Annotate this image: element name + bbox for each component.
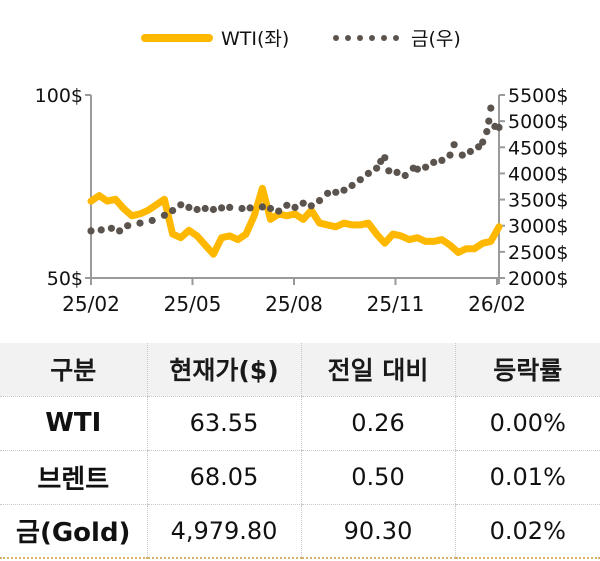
gold-series-dot <box>450 141 458 149</box>
gold-series-dot <box>381 154 389 162</box>
table-row-wti: WTI 63.55 0.26 0.00% <box>0 396 600 451</box>
right-axis-label: 2500$ <box>508 242 568 264</box>
gold-series-dot <box>275 207 283 215</box>
legend-label-wti: WTI(좌) <box>221 28 290 50</box>
gold-series-dot <box>479 138 487 146</box>
gold-series-dot <box>148 216 156 225</box>
gold-series-dot <box>430 158 438 166</box>
gold-series-dot <box>385 167 393 175</box>
table-row-brent: 브렌트 68.05 0.50 0.01% <box>0 450 600 505</box>
gold-series-dot <box>193 205 201 214</box>
legend-item-wti: WTI(좌) <box>141 24 289 51</box>
gold-series-dot <box>401 171 409 180</box>
gold-series-dot <box>487 104 495 112</box>
header-category: 구분 <box>0 343 147 397</box>
cell-price: 68.05 <box>146 450 301 505</box>
gold-series-dot <box>299 199 307 207</box>
header-change: 전일 대비 <box>300 343 455 397</box>
gold-series-dot <box>393 168 401 176</box>
cell-price: 4,979.80 <box>146 504 301 559</box>
right-axis-label: 3500$ <box>508 190 568 212</box>
gold-series-dot <box>340 186 348 194</box>
price-chart: 100$ 50$ 5500$ 5000$ 4500$ 4000$ 3500$ 3000$ 250… <box>35 85 569 316</box>
cell-change: 0.50 <box>300 450 455 505</box>
gold-series-dot <box>97 226 105 234</box>
gold-series-dot <box>246 204 254 212</box>
gold-series-dot <box>185 203 193 211</box>
right-axis-label: 5000$ <box>508 111 568 133</box>
gold-series-dot <box>485 117 493 125</box>
cell-change: 90.30 <box>300 504 455 559</box>
gold-series-dot <box>413 165 421 173</box>
gold-series-dot <box>446 151 454 159</box>
gold-series-dot <box>87 227 95 235</box>
left-axis-label: 50$ <box>47 268 83 290</box>
gold-series-dot <box>356 176 364 184</box>
gold-series-dot <box>475 143 483 151</box>
gold-series-dot <box>422 163 430 171</box>
cell-price: 63.55 <box>146 396 301 451</box>
right-axis-label: 4500$ <box>508 137 568 159</box>
table-row-gold: 금(Gold) 4,979.80 90.30 0.02% <box>0 504 600 559</box>
legend-item-gold: 금(우) <box>333 24 461 51</box>
gold-series-dot <box>218 204 226 212</box>
gold-series-dot <box>438 156 446 164</box>
gold-series-dot <box>226 203 234 211</box>
gold-series-dot <box>307 202 315 210</box>
price-table: 구분 현재가($) 전일 대비 등락률 WTI 63.55 0.26 0.00%… <box>0 343 600 559</box>
right-axis-label: 4000$ <box>508 163 568 185</box>
gold-series-dot <box>373 164 381 172</box>
gold-series-dot <box>458 151 466 159</box>
gold-series-dot <box>291 203 299 211</box>
gold-series-dot <box>107 224 115 232</box>
gold-series-dot <box>258 203 266 211</box>
cell-rate: 0.01% <box>454 450 600 505</box>
x-axis-label: 26/02 <box>468 292 526 316</box>
left-axis-label: 100$ <box>35 85 83 107</box>
x-axis-label: 25/05 <box>164 292 222 316</box>
gold-series-dot <box>324 189 332 197</box>
gold-series-dot <box>315 197 324 205</box>
gold-series-dot <box>136 219 144 227</box>
gold-series-dot <box>201 204 209 213</box>
gold-series-dot <box>266 204 275 213</box>
x-axis-label: 25/11 <box>367 292 425 316</box>
x-axis-label: 25/08 <box>265 292 323 316</box>
gold-series-dot <box>238 204 246 213</box>
gold-series-dot <box>348 181 356 190</box>
table-header-row: 구분 현재가($) 전일 대비 등락률 <box>0 343 600 397</box>
gold-series-dot <box>483 128 491 136</box>
chart-legend: WTI(좌) 금(우) <box>0 24 600 54</box>
gold-series-dot <box>283 201 291 209</box>
gold-series-dot <box>466 147 474 156</box>
right-axis-label: 3000$ <box>508 216 568 238</box>
gold-series-dot <box>124 222 132 230</box>
gold-series-dot <box>364 169 372 177</box>
gold-series-dot <box>209 205 217 214</box>
x-axis-label: 25/02 <box>62 292 120 316</box>
cell-rate: 0.00% <box>454 396 600 451</box>
wti-series-line <box>87 184 503 258</box>
gold-series-dot <box>160 211 168 219</box>
cell-change: 0.26 <box>300 396 455 451</box>
right-axis-label: 2000$ <box>508 268 568 290</box>
gold-series-dot <box>116 227 124 235</box>
legend-swatch-solid-line-icon <box>141 33 213 42</box>
gold-series-dot <box>177 201 185 209</box>
cell-name: WTI <box>0 396 147 451</box>
header-current-price: 현재가($) <box>146 343 301 397</box>
gold-series-dot <box>332 188 340 196</box>
gold-series-dot <box>169 207 177 215</box>
cell-name: 금(Gold) <box>0 504 147 559</box>
header-change-rate: 등락률 <box>454 343 600 397</box>
gold-series-dot <box>495 123 503 131</box>
legend-swatch-dotted-line-icon <box>333 34 399 41</box>
right-axis-label: 5500$ <box>508 85 568 107</box>
cell-name: 브렌트 <box>0 450 147 505</box>
cell-rate: 0.02% <box>454 504 600 559</box>
legend-label-gold: 금(우) <box>411 28 461 50</box>
